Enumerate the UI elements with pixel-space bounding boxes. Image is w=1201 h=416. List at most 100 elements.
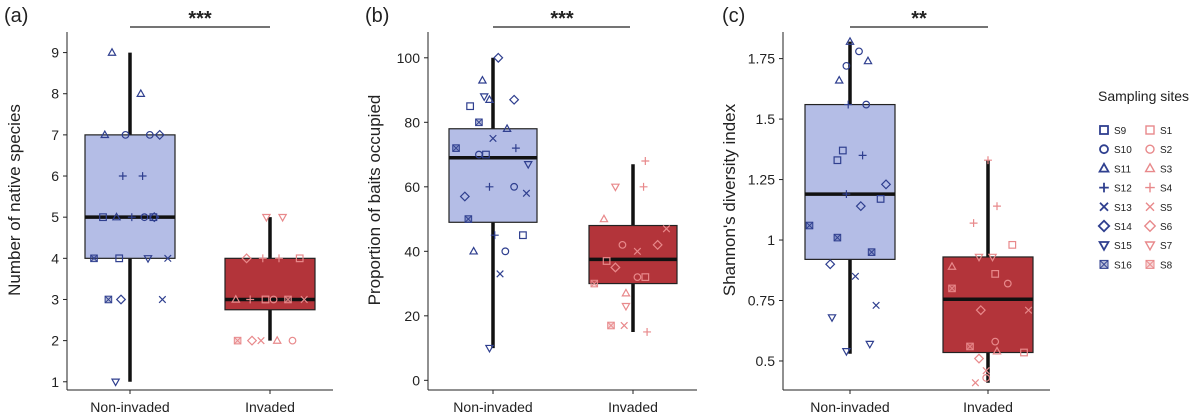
data-point-s15 (523, 160, 533, 170)
data-point-s3-shape (621, 288, 631, 297)
data-point-s12-shape (844, 100, 853, 109)
data-point-s2-shape (269, 295, 278, 304)
data-point-s10 (842, 61, 851, 70)
y-tick-label: 1.5 (756, 111, 776, 127)
data-point-s10-shape (145, 130, 154, 139)
x-tick-noninvaded-a: Non-invaded (90, 399, 169, 415)
legend-symbol-s3 (1144, 162, 1156, 173)
data-point-s5-shape (971, 379, 980, 387)
data-point-s15 (143, 255, 153, 264)
data-point-s13 (872, 301, 880, 310)
legend-symbol-s13-shape (1099, 202, 1109, 212)
legend-symbol-s6-shape (1143, 219, 1157, 233)
data-point-s6 (241, 253, 252, 264)
legend-label-s16: S16 (1114, 260, 1132, 271)
data-point-s5 (620, 321, 628, 330)
data-point-s10 (855, 47, 863, 56)
data-point-s12 (490, 231, 499, 240)
data-point-s10 (475, 150, 483, 159)
legend-label-s14: S14 (1114, 222, 1132, 233)
data-point-s6-shape (652, 239, 663, 251)
data-point-s3 (231, 294, 241, 303)
data-point-s4-shape (258, 254, 267, 263)
legend-symbol-s2-shape (1145, 144, 1155, 154)
significance-c: ** (911, 8, 927, 30)
data-point-s8 (284, 295, 292, 304)
data-point-s12 (844, 100, 853, 109)
data-point-s14 (115, 294, 127, 305)
data-point-s16 (475, 118, 483, 127)
data-point-s16-cross (833, 233, 842, 242)
data-point-s1 (295, 254, 304, 263)
legend-label-s9: S9 (1114, 126, 1127, 137)
data-point-s4-shape (643, 327, 652, 336)
data-point-s12-shape (138, 172, 147, 180)
data-point-s9 (466, 102, 475, 111)
data-point-s4 (258, 254, 267, 263)
data-point-s10 (140, 213, 149, 222)
data-point-s7 (621, 302, 631, 312)
panel-label-c: (c) (722, 5, 745, 27)
data-point-s16-cross (475, 118, 483, 126)
data-point-s4-shape (275, 254, 283, 263)
box-noninvaded (804, 103, 896, 260)
data-point-s11-shape (477, 75, 488, 84)
data-point-s13-shape (851, 272, 860, 281)
data-point-s9-shape (115, 254, 124, 263)
y-tick-label: 80 (404, 114, 420, 130)
data-point-s7 (974, 253, 984, 262)
data-point-s10-shape (862, 100, 871, 109)
data-point-s13 (522, 189, 531, 197)
legend-symbol-s1 (1145, 125, 1155, 135)
data-point-s5-shape (982, 366, 990, 375)
data-point-s6-shape (610, 262, 621, 273)
data-point-s1-shape (991, 269, 1000, 278)
data-point-s16 (90, 254, 98, 263)
data-point-s11-shape (468, 246, 479, 255)
legend-symbol-s10 (1099, 144, 1109, 155)
data-point-s12 (138, 172, 147, 180)
legend-symbol-s9-shape (1099, 125, 1109, 135)
data-point-s13 (158, 295, 167, 304)
data-point-s12-shape (118, 172, 127, 180)
data-point-s1 (1008, 240, 1017, 249)
y-tick-label: 1 (51, 374, 59, 390)
data-point-s10-shape (842, 61, 851, 70)
legend-symbol-s3-shape (1144, 162, 1156, 173)
data-point-s2 (982, 374, 991, 382)
data-point-s11-shape (863, 56, 873, 65)
x-tick-invaded-c: Invaded (963, 399, 1013, 415)
legend-symbol-s4 (1145, 182, 1155, 193)
data-point-s9 (876, 195, 885, 203)
data-point-s15-shape (479, 93, 489, 102)
data-point-s13-shape (522, 189, 531, 197)
legend-symbol-s14-shape (1097, 219, 1111, 233)
panel-a: (a) Number of native species *** Non-inv… (4, 5, 333, 415)
data-point-s7-shape (987, 253, 998, 262)
y-tick-label: 20 (404, 308, 420, 324)
data-point-s4 (993, 202, 1001, 211)
x-tick-invaded-a: Invaded (245, 399, 295, 415)
data-point-s8 (948, 284, 956, 293)
panel-c: (c) Shannon's diversity index ** Non-inv… (720, 5, 1050, 415)
y-tick-label: 1.75 (748, 51, 775, 67)
data-point-s8-cross (607, 321, 615, 330)
data-point-s4 (275, 254, 283, 263)
legend-label-s11: S11 (1114, 164, 1131, 175)
data-point-s12-shape (511, 144, 520, 153)
data-point-s9-shape (466, 102, 475, 111)
y-tick-label: 0 (412, 372, 420, 388)
data-point-s2-shape (618, 240, 627, 249)
data-point-s11 (845, 36, 855, 45)
data-point-s4 (246, 295, 255, 304)
legend-symbol-s10-shape (1099, 144, 1109, 155)
data-point-s16-cross (867, 248, 876, 256)
data-point-s8-cross (233, 337, 242, 345)
legend-label-s7: S7 (1160, 241, 1173, 252)
legend-symbol-s12-shape (1099, 182, 1109, 193)
data-point-s6-shape (975, 305, 986, 316)
data-point-s14-shape (115, 294, 127, 305)
data-point-s13-shape (489, 134, 497, 143)
data-point-s11-shape (111, 212, 122, 221)
data-point-s6 (652, 239, 663, 251)
